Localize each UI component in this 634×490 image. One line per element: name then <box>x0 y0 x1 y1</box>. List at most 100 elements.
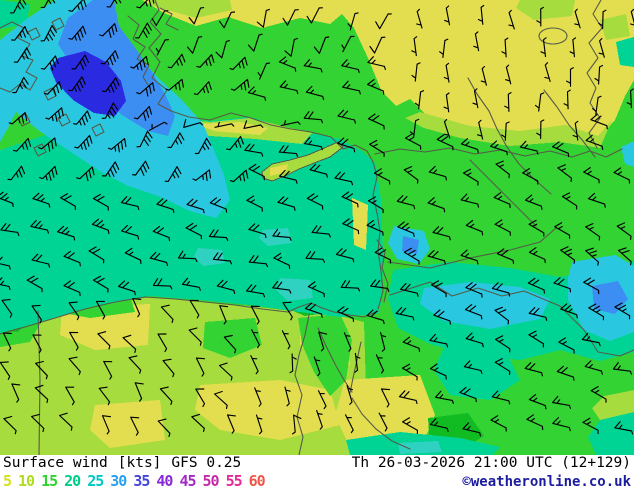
wind-barb <box>282 9 299 26</box>
legend-value-50: 50 <box>202 472 220 490</box>
legend-value-5: 5 <box>3 472 12 490</box>
wind-barb <box>540 37 547 58</box>
turkey-syria-border <box>374 147 623 158</box>
wind-barb <box>616 222 632 240</box>
wind-barbs-layer <box>0 0 634 437</box>
wind-barb <box>346 385 353 405</box>
map-region-cyan-sea-spot-2 <box>194 248 225 266</box>
wind-barb <box>7 165 26 181</box>
forecast-timestamp: Th 26-03-2026 21:00 UTC (12+129) <box>351 455 631 471</box>
euphrates-river <box>467 77 552 195</box>
wind-barb <box>279 80 299 95</box>
wind-barb <box>373 168 391 185</box>
wind-barb <box>26 275 43 293</box>
wind-barb <box>304 302 323 318</box>
wind-barb <box>272 280 292 294</box>
map-region-yellow-nw-saudi <box>335 375 435 450</box>
wind-barb <box>505 64 512 85</box>
wind-barb <box>572 120 579 141</box>
wind-barb <box>76 166 95 182</box>
wind-barb <box>613 167 631 184</box>
wind-barb <box>251 329 260 349</box>
wind-barb <box>177 250 198 263</box>
wind-barb <box>130 416 140 436</box>
wind-barb <box>65 386 75 406</box>
wind-barb <box>460 138 479 154</box>
map-region-ltblue-jordan <box>402 236 419 254</box>
wind-barb <box>490 140 508 156</box>
map-region-cyan-sea-spot-3 <box>276 278 313 301</box>
wind-barb <box>2 332 12 352</box>
footer-row-2: 5 10 15 20 25 30 35 40 45 50 55 60 ©weatheronline.c… <box>0 472 634 490</box>
wind-barb <box>68 356 81 376</box>
wind-barb <box>592 95 602 115</box>
wind-barb <box>130 55 149 71</box>
wind-barb <box>1 299 13 318</box>
wind-barb <box>459 386 477 403</box>
jordan-saudi-border <box>389 281 634 357</box>
wind-barb <box>428 165 447 181</box>
wind-barb <box>524 362 543 377</box>
map-region-yellow-jordan-valley <box>352 198 368 250</box>
syria-iraq-border <box>469 159 537 227</box>
wind-barb <box>194 137 212 155</box>
wind-barb <box>189 299 200 319</box>
wind-barb <box>403 247 420 265</box>
wind-barb <box>528 394 547 410</box>
legend-value-45: 45 <box>179 472 196 490</box>
wind-barb <box>337 137 356 153</box>
wind-barb <box>460 193 480 208</box>
wind-barb <box>566 67 574 87</box>
wind-barb <box>574 8 581 29</box>
map-region-yg-top-3 <box>600 14 630 40</box>
wind-barb <box>334 171 354 186</box>
wind-barb <box>188 7 205 25</box>
wind-barb <box>341 59 360 74</box>
wind-barb <box>491 282 511 297</box>
legend-value-40: 40 <box>156 472 173 490</box>
wind-barb <box>63 280 81 297</box>
wind-barb <box>59 412 73 431</box>
wind-barb <box>585 247 599 266</box>
wind-barb <box>71 54 89 70</box>
wind-barb <box>318 331 328 352</box>
wind-barb <box>430 280 447 298</box>
wind-barb <box>186 198 205 214</box>
wind-barb <box>229 169 249 183</box>
wind-barb <box>581 332 601 347</box>
map-title-model: GFS 0.25 <box>171 455 242 471</box>
wind-barb <box>149 251 169 267</box>
wind-barb <box>152 225 171 242</box>
wind-barb <box>215 40 230 59</box>
wind-barb <box>218 362 233 381</box>
wind-barb <box>366 219 384 236</box>
wind-barb <box>311 225 331 238</box>
wind-barb <box>443 92 450 113</box>
wind-barb <box>40 25 57 42</box>
wind-barb <box>443 62 450 83</box>
wind-barb <box>122 334 137 353</box>
wind-barb <box>554 222 571 239</box>
wind-barb <box>12 137 32 152</box>
wind-barb <box>120 196 140 210</box>
wind-barb <box>57 225 76 241</box>
map-region-blue-aegean-core <box>50 51 126 116</box>
wind-barb <box>528 219 545 237</box>
wind-barb <box>304 136 323 151</box>
wind-barb <box>273 252 291 270</box>
wind-barb <box>402 417 418 435</box>
wind-barb <box>552 395 572 409</box>
footer: Surface wind [kts] GFS 0.25 Th 26-03-2026 … <box>0 455 634 490</box>
wind-barb <box>151 10 169 27</box>
coastlines-and-borders <box>0 0 634 455</box>
wind-barb <box>159 386 173 405</box>
wind-barb <box>208 229 229 242</box>
wind-barb <box>284 386 291 407</box>
wind-barb <box>216 279 236 294</box>
map-region-teal-se-corner <box>588 412 634 455</box>
wind-barb <box>246 284 266 298</box>
wind-barb <box>31 253 51 268</box>
wind-barb <box>32 192 51 208</box>
wind-barb <box>162 358 175 378</box>
wind-barb <box>343 332 352 352</box>
